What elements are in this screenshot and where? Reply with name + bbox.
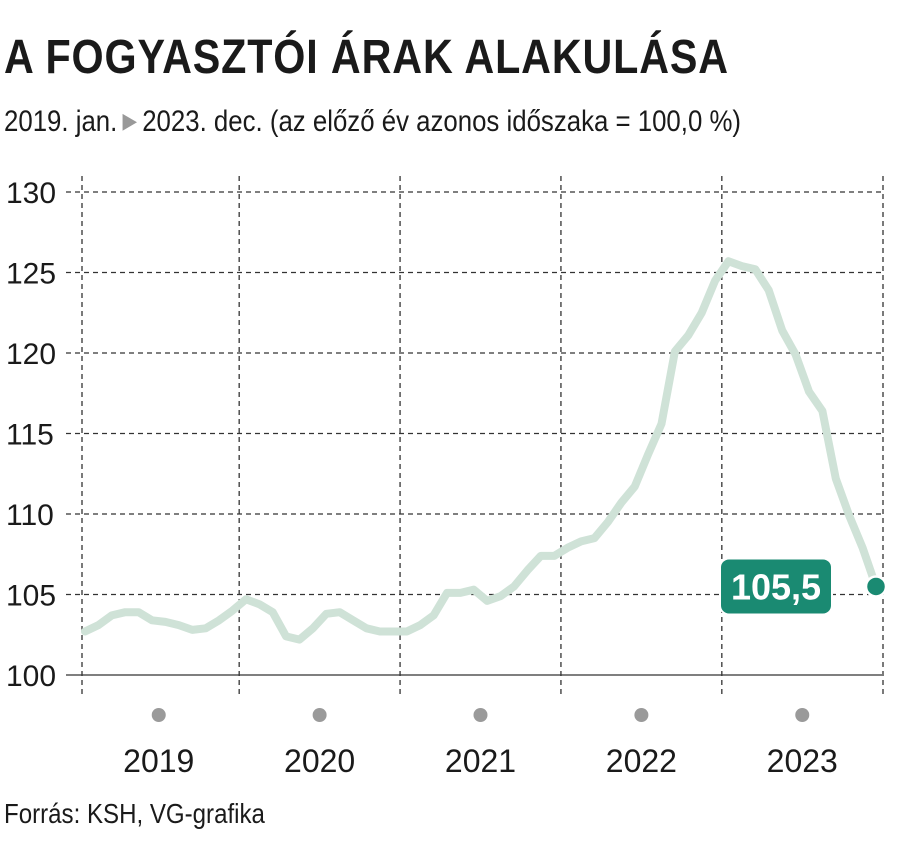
subtitle-start: 2019. jan. <box>4 105 118 138</box>
year-dot-2023 <box>795 708 810 722</box>
y-tick-label-105: 105 <box>6 580 56 613</box>
plot-area: 105,5 <box>81 257 888 644</box>
x-tick-label-2019: 2019 <box>123 743 194 779</box>
year-dot-2019 <box>151 708 166 722</box>
x-tick-label-2023: 2023 <box>767 743 838 779</box>
chart-title: A FOGYASZTÓI ÁRAK ALAKULÁSA <box>4 31 729 84</box>
last-value-label: 105,5 <box>731 566 821 607</box>
year-dot-2021 <box>473 708 488 722</box>
last-point-marker <box>864 575 888 598</box>
year-dot-2020 <box>312 708 327 722</box>
y-tick-label-115: 115 <box>6 419 54 452</box>
last-value-box <box>719 557 833 616</box>
y-tick-label-125: 125 <box>6 258 56 291</box>
x-axis: 2019 2020 2021 2022 2023 <box>123 708 838 779</box>
chart-subtitle: 2019. jan. ▶ 2023. dec. (az előző év azono… <box>4 102 741 144</box>
x-tick-label-2022: 2022 <box>606 743 677 779</box>
series-line <box>81 257 880 644</box>
year-dot-2022 <box>634 708 649 722</box>
y-tick-label-120: 120 <box>6 338 56 371</box>
y-tick-label-100: 100 <box>6 660 56 693</box>
source-note: Forrás: KSH, VG-grafika <box>4 798 265 829</box>
last-value-callout: 105,5 <box>719 557 833 616</box>
chart-grid <box>66 176 884 697</box>
y-tick-label-130: 130 <box>6 177 56 210</box>
subtitle-end: 2023. dec. (az előző év azonos időszaka … <box>142 105 742 138</box>
x-tick-label-2020: 2020 <box>284 743 355 779</box>
y-tick-label-110: 110 <box>6 499 54 532</box>
play-arrow-icon: ▶ <box>122 108 138 133</box>
x-tick-label-2021: 2021 <box>445 743 516 779</box>
y-axis: 100 105 110 115 120 125 130 <box>6 177 56 693</box>
